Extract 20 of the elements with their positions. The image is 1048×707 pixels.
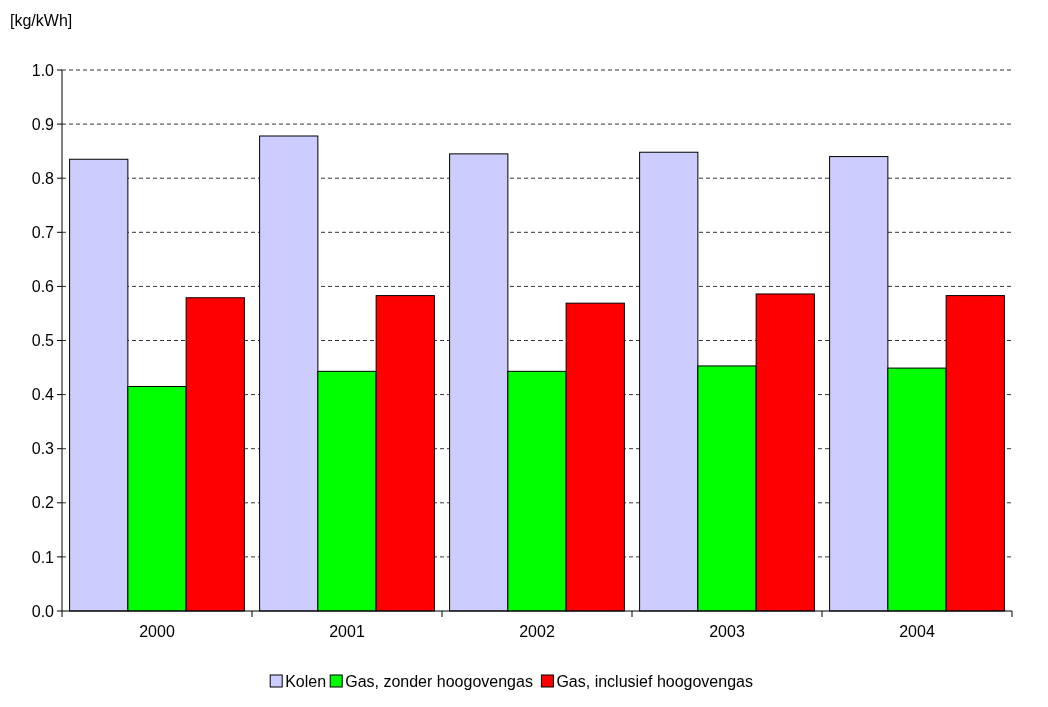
x-tick-label: 2000 [139, 623, 175, 640]
legend-label: Kolen [285, 672, 327, 690]
y-tick-label: 0.3 [31, 440, 55, 458]
legend-label: Gas, zonder hoogovengas [345, 672, 533, 690]
y-tick-label: 1.0 [31, 61, 55, 79]
y-tick-label: 0.5 [31, 332, 55, 350]
y-tick-label: 0.1 [31, 548, 55, 566]
x-tick-label: 2003 [709, 623, 745, 640]
y-tick-label: 0.6 [31, 278, 55, 295]
y-tick-label: 0.2 [31, 494, 55, 512]
x-tick-label: 2004 [899, 623, 935, 640]
y-tick-label: 0.0 [31, 602, 55, 620]
y-tick-label: 0.9 [31, 115, 55, 133]
y-axis-title: [kg/kWh] [10, 12, 73, 29]
y-tick-label: 0.7 [31, 223, 55, 241]
legend-label: Gas, inclusief hoogovengas [556, 672, 753, 690]
y-tick-label: 0.4 [31, 386, 55, 404]
x-tick-label: 2001 [329, 623, 365, 640]
y-tick-label: 0.8 [31, 169, 55, 187]
x-tick-label: 2002 [519, 623, 555, 640]
